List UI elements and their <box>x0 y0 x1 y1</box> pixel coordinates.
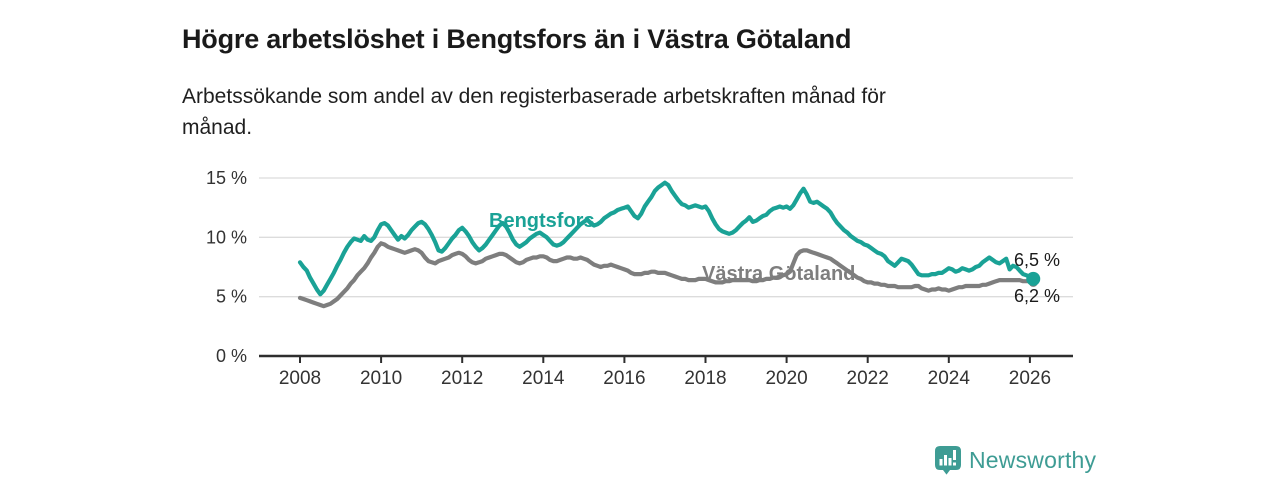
x-axis-tick-label: 2020 <box>765 368 807 389</box>
y-axis-tick-label: 15 % <box>206 168 247 188</box>
chart-subtitle: Arbetssökande som andel av den registerb… <box>182 85 886 139</box>
series-label-vastra-gotaland: Västra Götaland <box>702 263 856 285</box>
x-axis-tick-label: 2022 <box>847 368 889 389</box>
x-axis-tick-label: 2018 <box>684 368 726 389</box>
newsworthy-speech-bubble-bar-chart-icon <box>935 446 961 475</box>
end-dot-bengtsfors <box>1026 271 1041 286</box>
y-axis-tick-label: 5 % <box>216 287 247 307</box>
y-axis-tick-label: 10 % <box>206 227 247 247</box>
newsworthy-logo[interactable]: Newsworthy <box>935 446 1096 475</box>
series-label-bengtsfors: Bengtsfors <box>489 210 595 232</box>
x-axis-tick-label: 2026 <box>1009 368 1051 389</box>
x-axis-tick-label: 2012 <box>441 368 483 389</box>
series-line-v-stra-g-taland <box>297 241 1036 309</box>
x-axis-tick-label: 2010 <box>360 368 402 389</box>
x-axis-tick-label: 2008 <box>279 368 321 389</box>
x-axis-tick-label: 2024 <box>928 368 971 389</box>
end-value-label-bengtsfors: 6,5 % <box>1014 250 1061 270</box>
end-value-label-vastra-gotaland: 6,2 % <box>1014 286 1061 306</box>
series-line-bengtsfors <box>297 180 1036 297</box>
x-axis-tick-label: 2014 <box>522 368 565 389</box>
y-axis-tick-label: 0 % <box>216 346 247 366</box>
newsworthy-wordmark: Newsworthy <box>969 447 1097 473</box>
x-axis-tick-label: 2016 <box>603 368 645 389</box>
chart-title: Högre arbetslöshet i Bengtsfors än i Väs… <box>182 24 852 55</box>
